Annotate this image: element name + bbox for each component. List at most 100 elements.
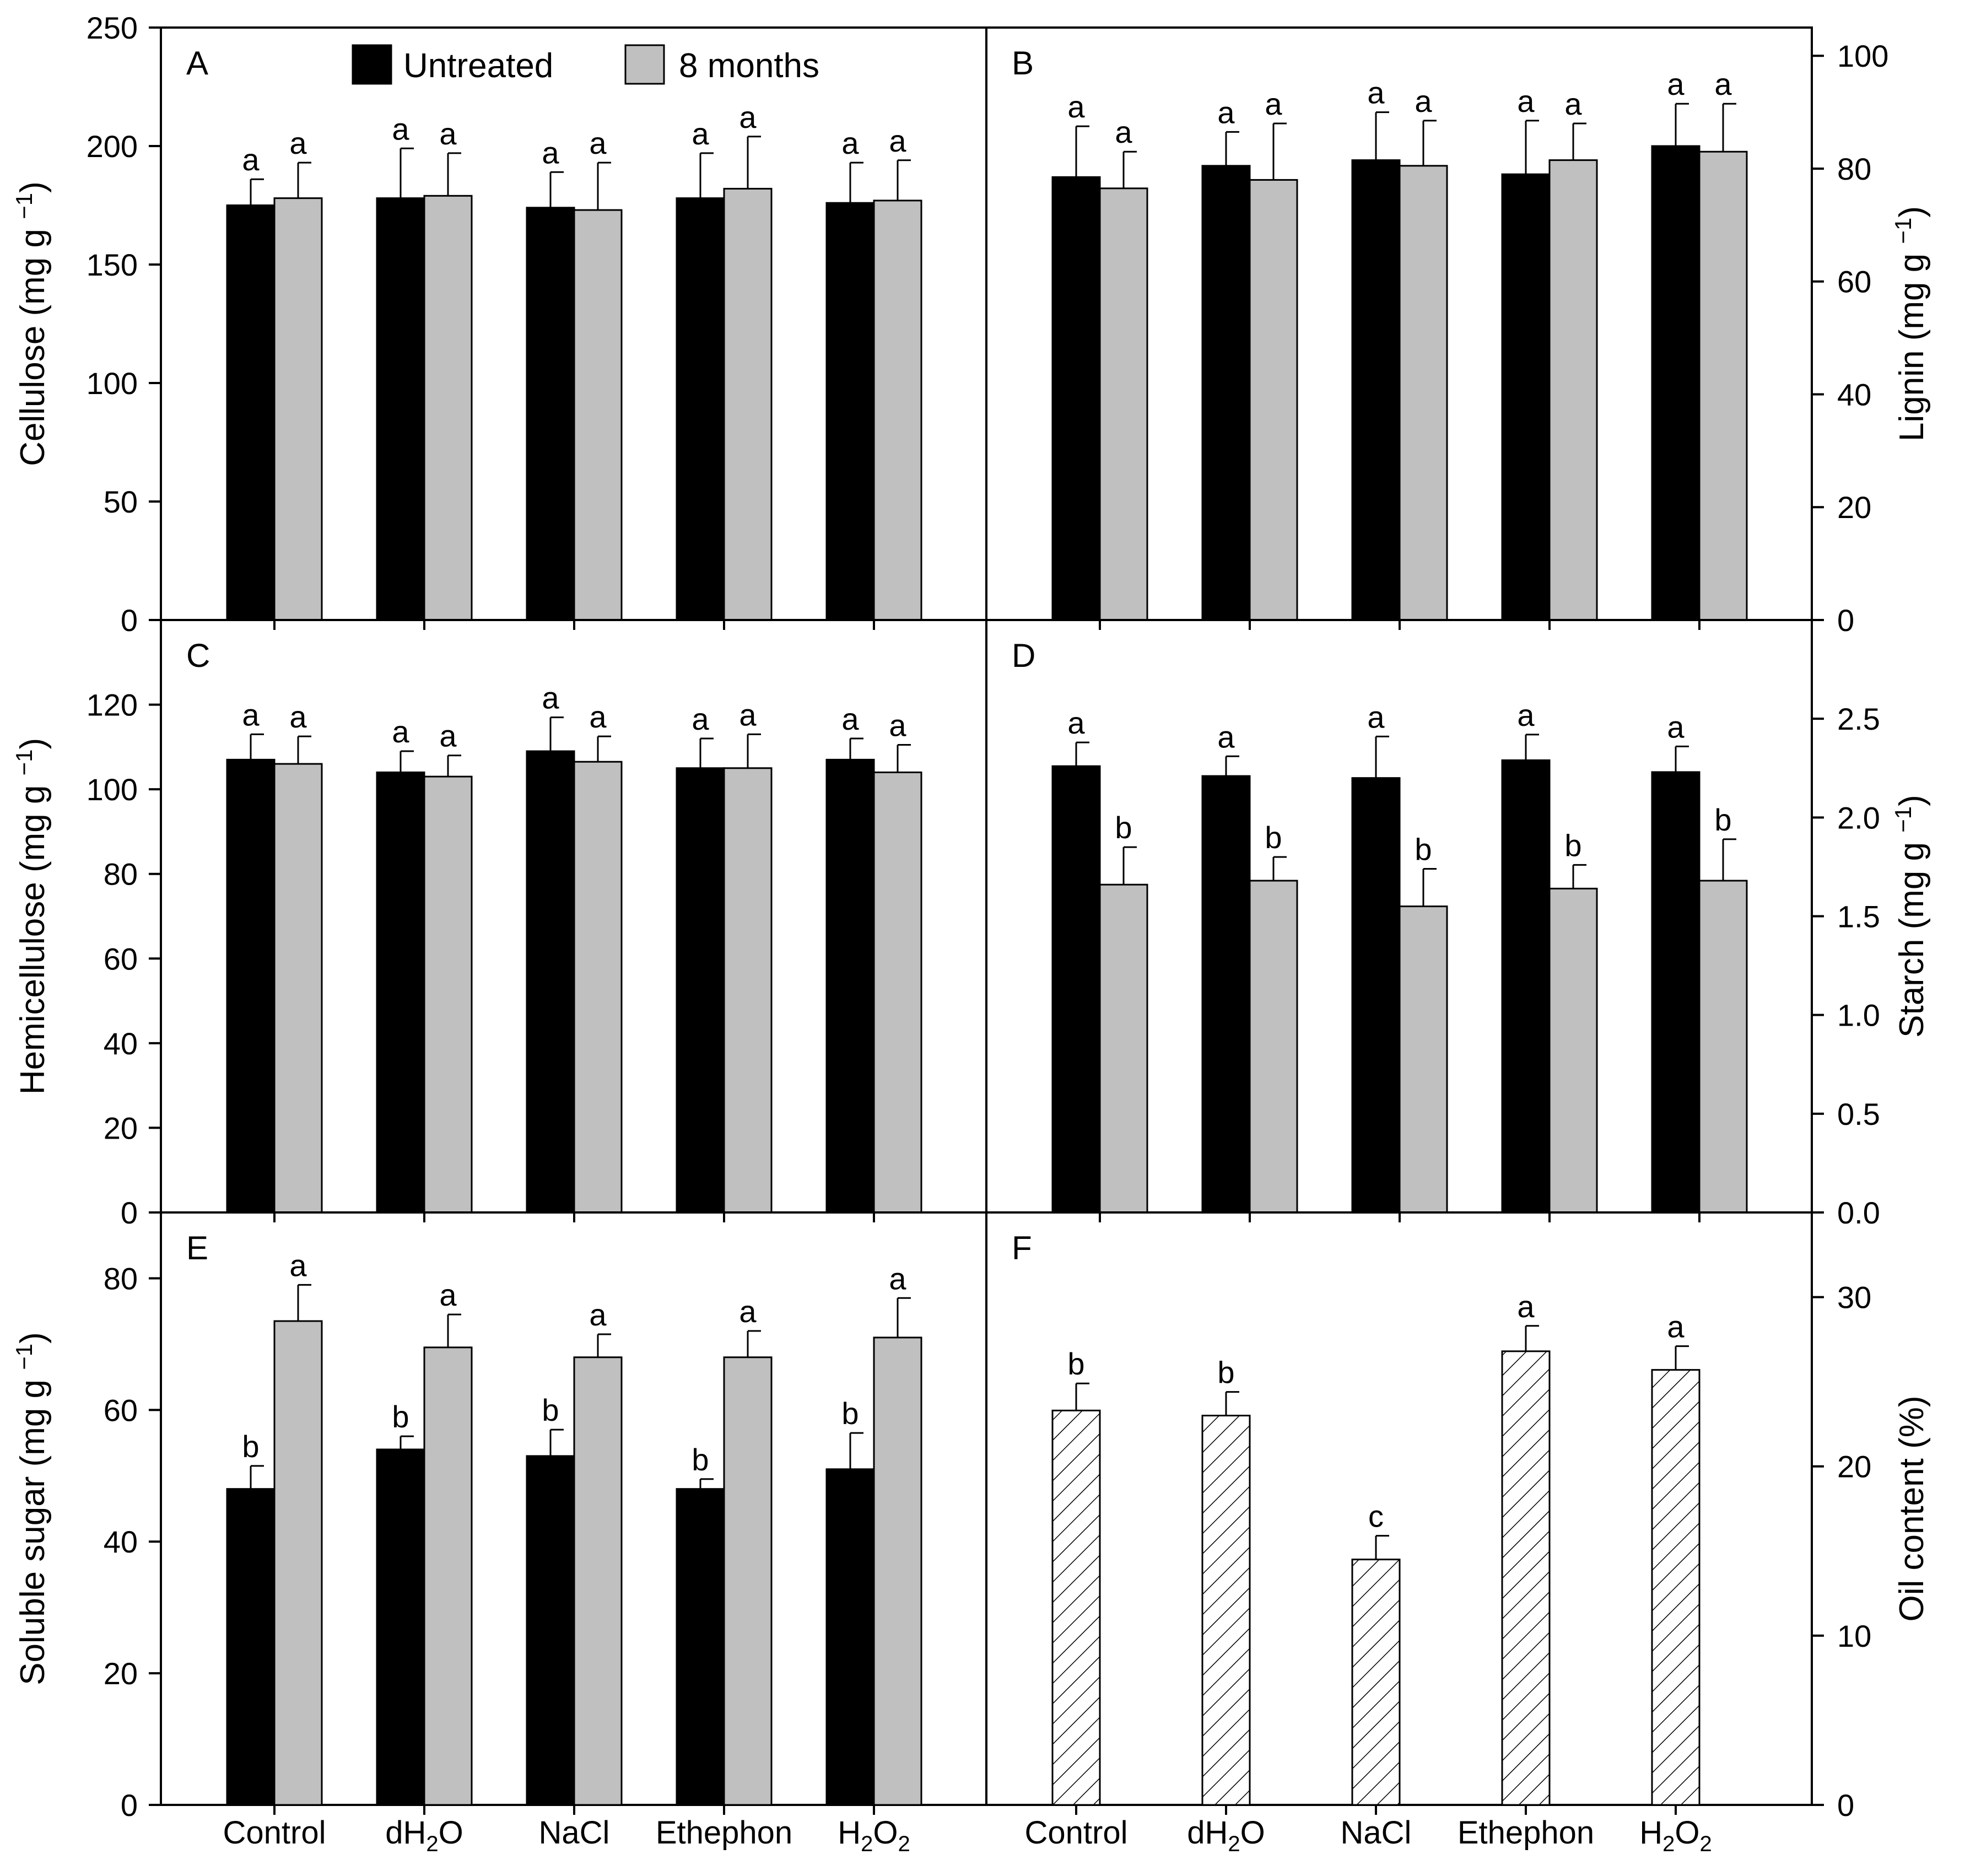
panel-b-significance-letter: a xyxy=(1517,84,1535,118)
panel-a-significance-letter: a xyxy=(542,135,559,170)
panel-b-bar-untreated-h2o2 xyxy=(1651,145,1701,621)
panel-d-bar-8-months-ethephon xyxy=(1548,887,1598,1214)
panel-c-significance-letter: a xyxy=(439,719,457,753)
panel-a-bar-untreated-dh2o xyxy=(376,197,425,621)
panel-a-bar-8-months-control xyxy=(273,197,323,621)
panel-c-y-axis-title: Hemicellulose (mg g −1) xyxy=(11,738,52,1095)
panel-a-significance-letter: a xyxy=(841,126,859,160)
panel-e-significance-letter: b xyxy=(542,1393,559,1427)
panel-b-bar-untreated-control xyxy=(1051,176,1101,621)
panel-e-bar-8-months-ethephon xyxy=(723,1356,773,1806)
panel-d-bar-8-months-nacl xyxy=(1399,905,1448,1214)
panel-a-significance-letter: a xyxy=(589,126,607,160)
panel-e-y-tick-label: 60 xyxy=(104,1393,138,1427)
panel-f: F 0 10 20 30 Oil content (%) b Control b dH2O c NaC… xyxy=(985,1211,1931,1856)
panel-f-y-tick-label: 10 xyxy=(1837,1619,1871,1653)
panel-c-bar-8-months-h2o2 xyxy=(873,771,922,1214)
panel-a-y-tick-label: 100 xyxy=(87,366,138,401)
panel-a-bar-untreated-nacl xyxy=(526,207,575,621)
panel-a-y-axis-title: Cellulose (mg g −1) xyxy=(11,181,52,466)
panel-c-letter: C xyxy=(186,637,210,674)
panel-b-significance-letter: a xyxy=(1714,67,1732,101)
panel-c-bar-untreated-nacl xyxy=(526,750,575,1214)
panel-c-y-tick-label: 100 xyxy=(87,772,138,807)
panel-e-bar-untreated-nacl xyxy=(526,1455,575,1806)
panel-e-x-tick-label: dH2O xyxy=(385,1815,463,1856)
panel-d-bar-untreated-dh2o xyxy=(1201,775,1251,1214)
panel-b-y-tick-label: 0 xyxy=(1837,603,1854,638)
panel-d-bar-untreated-control xyxy=(1051,765,1101,1214)
panel-e-y-tick-label: 0 xyxy=(121,1788,138,1823)
panel-e-significance-letter: b xyxy=(692,1442,709,1477)
panel-a-y-tick-label: 150 xyxy=(87,247,138,282)
panel-b-bar-8-months-dh2o xyxy=(1249,179,1298,621)
panel-a-bar-untreated-h2o2 xyxy=(825,202,875,621)
panel-d-y-tick-label: 0.5 xyxy=(1837,1097,1880,1131)
panel-d-bar-8-months-dh2o xyxy=(1249,880,1298,1214)
panel-d-y-tick-label: 2.5 xyxy=(1837,702,1880,736)
panel-d-y-tick-label: 0.0 xyxy=(1837,1195,1880,1230)
panel-a-bar-8-months-ethephon xyxy=(723,187,773,621)
panel-b-y-tick-label: 80 xyxy=(1837,152,1871,186)
panel-b-y-tick-label: 100 xyxy=(1837,39,1888,73)
panel-a-significance-letter: a xyxy=(889,123,906,158)
legend-label-8-months: 8 months xyxy=(679,47,819,85)
panel-f-bar-value-dh2o xyxy=(1201,1415,1251,1806)
panel-a-significance-letter: a xyxy=(289,126,307,160)
panel-b-significance-letter: a xyxy=(1564,87,1582,121)
panel-b-bar-8-months-nacl xyxy=(1399,165,1448,621)
legend: Untreated 8 months xyxy=(352,44,819,85)
panel-f-y-tick-label: 0 xyxy=(1837,1788,1854,1823)
panel-b-significance-letter: a xyxy=(1667,67,1685,101)
panel-f-y-tick-label: 20 xyxy=(1837,1449,1871,1484)
panel-d-significance-letter: b xyxy=(1265,820,1282,855)
panel-e-x-tick-label: Ethephon xyxy=(656,1815,792,1851)
panel-c-bar-8-months-ethephon xyxy=(723,767,773,1214)
panel-d-significance-letter: b xyxy=(1115,810,1132,845)
panel-f-significance-letter: b xyxy=(1217,1355,1234,1390)
panel-f-x-tick-label: NaCl xyxy=(1341,1815,1412,1851)
panel-d-significance-letter: a xyxy=(1217,719,1235,754)
panel-e-bar-8-months-control xyxy=(273,1320,323,1806)
panel-e-significance-letter: a xyxy=(589,1297,607,1332)
panel-e-x-tick-label: Control xyxy=(223,1815,326,1851)
panel-b-significance-letter: a xyxy=(1367,76,1385,110)
panel-e-letter: E xyxy=(186,1230,208,1266)
panel-c-y-tick-label: 120 xyxy=(87,688,138,723)
panel-b-significance-letter: a xyxy=(1265,87,1282,121)
panel-d: D 0.0 0.5 1.0 1.5 2.0 2.5 Starch (mg g −1) a b a b a… xyxy=(985,619,1931,1230)
panel-d-bar-8-months-h2o2 xyxy=(1698,880,1748,1214)
panel-e-bar-8-months-dh2o xyxy=(423,1346,473,1806)
panel-f-significance-letter: a xyxy=(1667,1309,1685,1344)
panel-e-significance-letter: b xyxy=(242,1429,259,1464)
panel-c-significance-letter: a xyxy=(242,697,260,732)
panel-a-significance-letter: a xyxy=(739,100,757,134)
panel-b-bar-untreated-nacl xyxy=(1351,159,1401,621)
panel-b-significance-letter: a xyxy=(1217,95,1235,130)
panel-c-y-tick-label: 0 xyxy=(121,1195,138,1230)
panel-b-letter: B xyxy=(1012,45,1034,82)
panel-d-significance-letter: a xyxy=(1067,705,1085,740)
panel-b-bar-untreated-ethephon xyxy=(1501,173,1551,621)
panel-a-bar-8-months-dh2o xyxy=(423,195,473,621)
panel-e-bar-untreated-h2o2 xyxy=(825,1468,875,1806)
panel-f-y-tick-label: 30 xyxy=(1837,1280,1871,1315)
panel-c-bar-untreated-ethephon xyxy=(676,767,725,1214)
panel-c-y-tick-label: 60 xyxy=(104,941,138,976)
panel-b-significance-letter: a xyxy=(1067,89,1085,124)
panel-d-y-tick-label: 1.0 xyxy=(1837,998,1880,1033)
panel-e-y-axis-title: Soluble sugar (mg g −1) xyxy=(11,1332,52,1685)
panel-a-significance-letter: a xyxy=(242,142,260,177)
panel-b-y-tick-label: 60 xyxy=(1837,265,1871,299)
panel-a-y-tick-label: 50 xyxy=(104,484,138,519)
panel-d-y-tick-label: 2.0 xyxy=(1837,800,1880,835)
panel-c-y-tick-label: 40 xyxy=(104,1026,138,1061)
panel-f-x-tick-label: dH2O xyxy=(1187,1815,1265,1856)
panel-d-significance-letter: b xyxy=(1415,832,1432,867)
panel-d-letter: D xyxy=(1012,637,1035,674)
panel-c-bar-untreated-control xyxy=(226,758,276,1214)
panel-e-significance-letter: a xyxy=(439,1277,457,1312)
